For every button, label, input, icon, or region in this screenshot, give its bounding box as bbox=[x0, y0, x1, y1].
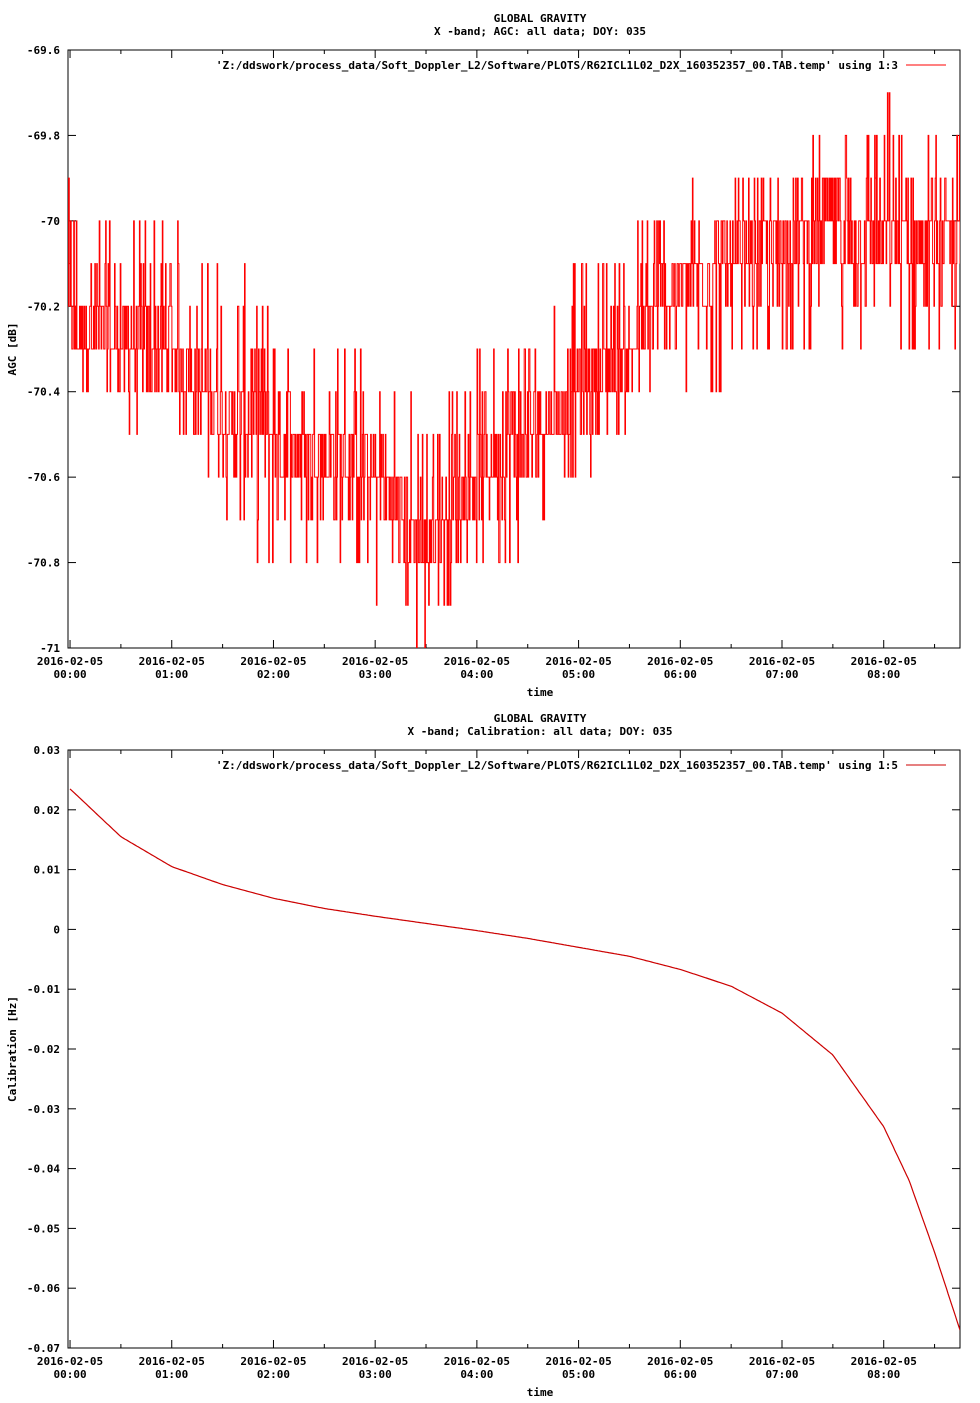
x-tick-time-label: 08:00 bbox=[867, 668, 900, 681]
y-tick-label: -0.04 bbox=[27, 1163, 60, 1176]
y-tick-label: -70.8 bbox=[27, 557, 60, 570]
x-tick-date-label: 2016-02-05 bbox=[851, 1355, 917, 1368]
y-tick-label: -0.01 bbox=[27, 983, 60, 996]
x-tick-date-label: 2016-02-05 bbox=[342, 1355, 408, 1368]
y-tick-label: -70.4 bbox=[27, 386, 60, 399]
x-tick-time-label: 03:00 bbox=[359, 668, 392, 681]
y-tick-label: -70 bbox=[40, 215, 60, 228]
x-tick-date-label: 2016-02-05 bbox=[647, 1355, 713, 1368]
calibration-series-line bbox=[69, 788, 960, 1331]
chart-title: GLOBAL GRAVITY bbox=[494, 12, 587, 25]
x-tick-time-label: 06:00 bbox=[664, 668, 697, 681]
legend-label: 'Z:/ddswork/process_data/Soft_Doppler_L2… bbox=[216, 759, 898, 772]
x-tick-date-label: 2016-02-05 bbox=[749, 655, 815, 668]
x-tick-time-label: 06:00 bbox=[664, 1368, 697, 1381]
x-tick-time-label: 08:00 bbox=[867, 1368, 900, 1381]
x-tick-time-label: 01:00 bbox=[155, 1368, 188, 1381]
y-tick-label: -71 bbox=[40, 642, 60, 655]
y-tick-label: -70.6 bbox=[27, 471, 60, 484]
x-tick-time-label: 00:00 bbox=[53, 668, 86, 681]
x-tick-time-label: 04:00 bbox=[460, 668, 493, 681]
legend-label: 'Z:/ddswork/process_data/Soft_Doppler_L2… bbox=[216, 59, 898, 72]
x-tick-date-label: 2016-02-05 bbox=[342, 655, 408, 668]
y-tick-label: 0.02 bbox=[34, 804, 61, 817]
x-tick-time-label: 07:00 bbox=[765, 668, 798, 681]
x-tick-time-label: 04:00 bbox=[460, 1368, 493, 1381]
x-tick-time-label: 03:00 bbox=[359, 1368, 392, 1381]
x-tick-date-label: 2016-02-05 bbox=[139, 1355, 205, 1368]
x-tick-date-label: 2016-02-05 bbox=[647, 655, 713, 668]
y-tick-label: -0.06 bbox=[27, 1282, 60, 1295]
x-tick-date-label: 2016-02-05 bbox=[545, 655, 611, 668]
x-tick-time-label: 00:00 bbox=[53, 1368, 86, 1381]
x-axis-label: time bbox=[527, 686, 554, 699]
agc-series-line bbox=[68, 92, 960, 648]
x-tick-time-label: 05:00 bbox=[562, 1368, 595, 1381]
y-tick-label: -0.05 bbox=[27, 1222, 60, 1235]
y-tick-label: -69.8 bbox=[27, 129, 60, 142]
x-tick-date-label: 2016-02-05 bbox=[545, 1355, 611, 1368]
y-tick-label: -0.02 bbox=[27, 1043, 60, 1056]
chart-title: GLOBAL GRAVITY bbox=[494, 712, 587, 725]
x-axis-label: time bbox=[527, 1386, 554, 1399]
x-tick-time-label: 07:00 bbox=[765, 1368, 798, 1381]
y-tick-label: 0.01 bbox=[34, 864, 61, 877]
x-tick-time-label: 02:00 bbox=[257, 1368, 290, 1381]
chart-subtitle: X -band; AGC: all data; DOY: 035 bbox=[434, 25, 646, 38]
y-tick-label: -69.6 bbox=[27, 44, 60, 57]
x-tick-date-label: 2016-02-05 bbox=[139, 655, 205, 668]
y-axis-label: AGC [dB] bbox=[6, 323, 19, 376]
y-tick-label: 0.03 bbox=[34, 744, 61, 757]
y-tick-label: -70.2 bbox=[27, 300, 60, 313]
y-tick-label: -0.03 bbox=[27, 1103, 60, 1116]
y-tick-label: 0 bbox=[53, 923, 60, 936]
plot-frame bbox=[67, 49, 961, 649]
x-tick-date-label: 2016-02-05 bbox=[240, 655, 306, 668]
x-tick-date-label: 2016-02-05 bbox=[37, 655, 103, 668]
x-tick-time-label: 02:00 bbox=[257, 668, 290, 681]
x-tick-time-label: 05:00 bbox=[562, 668, 595, 681]
x-tick-date-label: 2016-02-05 bbox=[37, 1355, 103, 1368]
x-tick-date-label: 2016-02-05 bbox=[444, 655, 510, 668]
x-tick-date-label: 2016-02-05 bbox=[444, 1355, 510, 1368]
x-tick-date-label: 2016-02-05 bbox=[240, 1355, 306, 1368]
y-tick-label: -0.07 bbox=[27, 1342, 60, 1355]
y-axis-label: Calibration [Hz] bbox=[6, 996, 19, 1102]
x-tick-date-label: 2016-02-05 bbox=[749, 1355, 815, 1368]
x-tick-date-label: 2016-02-05 bbox=[851, 655, 917, 668]
x-tick-time-label: 01:00 bbox=[155, 668, 188, 681]
chart-subtitle: X -band; Calibration: all data; DOY: 035 bbox=[408, 725, 673, 738]
